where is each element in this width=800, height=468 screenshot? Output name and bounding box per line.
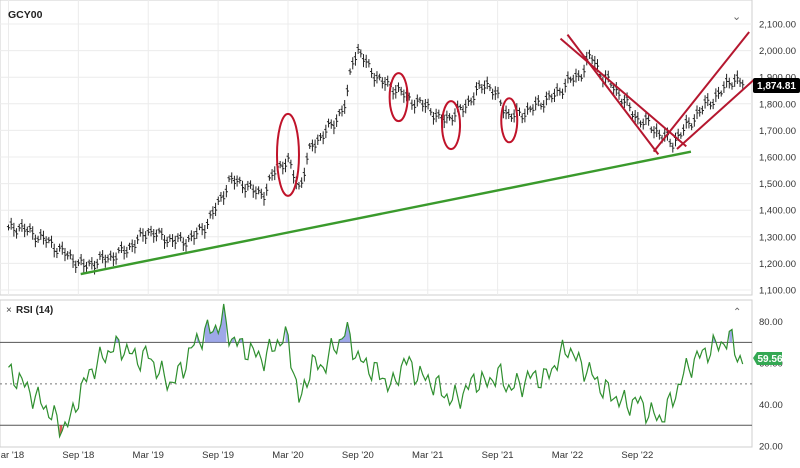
rsi-series-line (8, 303, 744, 439)
x-tick-label: Sep '19 (202, 450, 234, 461)
x-tick-label: Mar '19 (133, 450, 164, 461)
x-tick-label: Mar '18 (0, 450, 24, 461)
x-tick-label: Mar '21 (412, 450, 443, 461)
price-tick-label: 1,300.00 (759, 232, 796, 243)
rsi-overbought-fill (204, 304, 227, 343)
rsi-overbought-fill (231, 337, 235, 343)
collapse-price-chevron-icon[interactable]: ⌄ (732, 11, 741, 23)
price-bars (6, 43, 745, 275)
rsi-title: RSI (14) (16, 305, 53, 316)
price-tick-label: 1,800.00 (759, 99, 796, 110)
price-tick-label: 2,100.00 (759, 20, 796, 31)
rsi-last-value: 59.56 (757, 354, 782, 365)
highlight-circle (500, 97, 519, 144)
rsi-last-badge: 59.56 (753, 352, 783, 365)
price-tick-label: 2,000.00 (759, 46, 796, 57)
rsi-tick-label: 20.00 (759, 442, 783, 453)
price-panel: GCY00 ⌄ (0, 0, 755, 447)
down-channel-upper-line (559, 37, 687, 148)
price-annotations (80, 31, 755, 276)
x-tick-label: Sep '22 (621, 450, 653, 461)
collapse-rsi-chevron-icon[interactable]: ⌃ (733, 307, 741, 318)
x-tick-label: Sep '18 (62, 450, 94, 461)
rsi-line (8, 303, 744, 439)
price-tick-label: 1,100.00 (759, 286, 796, 297)
x-axis: Mar '18 Sep '18 Mar '19 Sep '19 Mar '20 Sep '… (0, 450, 653, 461)
x-tick-label: Mar '20 (272, 450, 303, 461)
highlight-circle (388, 72, 409, 123)
x-tick-label: Sep '21 (482, 450, 514, 461)
x-tick-label: Mar '22 (552, 450, 583, 461)
up-channel-lower-line (676, 79, 755, 150)
last-price-value: 1,874.81 (757, 81, 796, 92)
last-price-badge: 1,874.81 (753, 78, 800, 93)
rsi-overbought-fill (239, 338, 243, 343)
rsi-close-icon[interactable]: × (6, 305, 12, 316)
rsi-tick-label: 80.00 (759, 317, 783, 328)
price-tick-label: 1,600.00 (759, 153, 796, 164)
price-tick-label: 1,500.00 (759, 179, 796, 190)
price-y-axis: 1,100.00 1,200.00 1,300.00 1,400.00 1,500.00… (759, 20, 796, 297)
rsi-overbought-fill (339, 322, 351, 343)
rsi-gridlines (0, 341, 752, 426)
down-channel-lower-line (566, 34, 660, 155)
highlight-circle (441, 100, 462, 151)
support-trendline (80, 150, 692, 276)
highlight-circle (275, 112, 300, 197)
price-tick-label: 1,700.00 (759, 126, 796, 137)
up-channel-upper-line (652, 31, 750, 153)
x-tick-label: Sep '20 (342, 450, 374, 461)
symbol-label: GCY00 (8, 9, 43, 21)
price-tick-label: 1,200.00 (759, 259, 796, 270)
rsi-panel: × RSI (14) ⌃ (0, 299, 753, 448)
rsi-tick-label: 40.00 (759, 400, 783, 411)
price-gridlines (0, 23, 752, 291)
price-tick-label: 1,400.00 (759, 206, 796, 217)
rsi-overbought-fill (729, 329, 732, 343)
